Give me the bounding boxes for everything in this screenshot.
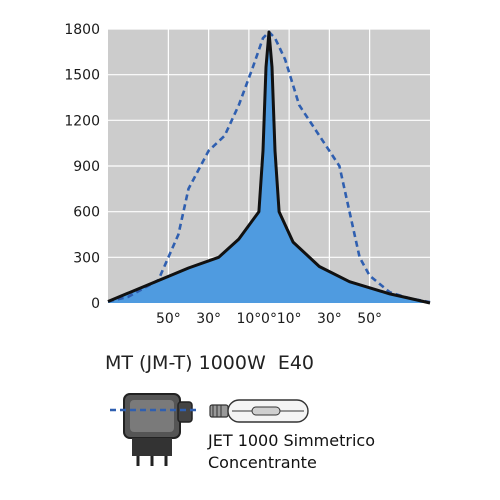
lamp-name-line2: Concentrante [208, 453, 317, 472]
floodlight-fixture-icon [110, 393, 200, 466]
x-tick-label: 10° [236, 311, 261, 327]
y-axis: 0 300 600 900 1200 1500 1800 [64, 22, 100, 312]
dashed-intensity-curve [107, 30, 431, 304]
y-tick-label: 1500 [64, 68, 100, 84]
x-tick-label: 0° [261, 311, 277, 327]
lamp-name-line1: JET 1000 Simmetrico [208, 431, 375, 450]
model-title: MT (JM-T) 1000W E40 [105, 352, 315, 374]
x-axis: 50° 30° 10° 0° 10° 30° 50° [156, 311, 382, 327]
solid-intensity-curve [107, 30, 431, 305]
metal-halide-lamp-icon [209, 399, 309, 423]
x-tick-label: 50° [156, 311, 181, 327]
lamp-description: JET 1000 Simmetrico Concentrante [208, 430, 375, 474]
x-tick-label: 30° [317, 311, 342, 327]
y-tick-label: 0 [91, 296, 100, 312]
x-tick-label: 50° [357, 311, 382, 327]
photometric-chart: 0 300 600 900 1200 1500 1800 50° 30° 10° 0° 10° 30°… [64, 22, 431, 327]
y-tick-label: 1200 [64, 113, 100, 129]
y-tick-label: 1800 [64, 22, 100, 38]
y-tick-label: 900 [73, 159, 100, 175]
y-tick-label: 600 [73, 205, 100, 221]
x-tick-label: 10° [277, 311, 302, 327]
y-tick-label: 300 [73, 250, 100, 266]
x-tick-label: 30° [196, 311, 221, 327]
solid-curve-fill [108, 32, 430, 303]
